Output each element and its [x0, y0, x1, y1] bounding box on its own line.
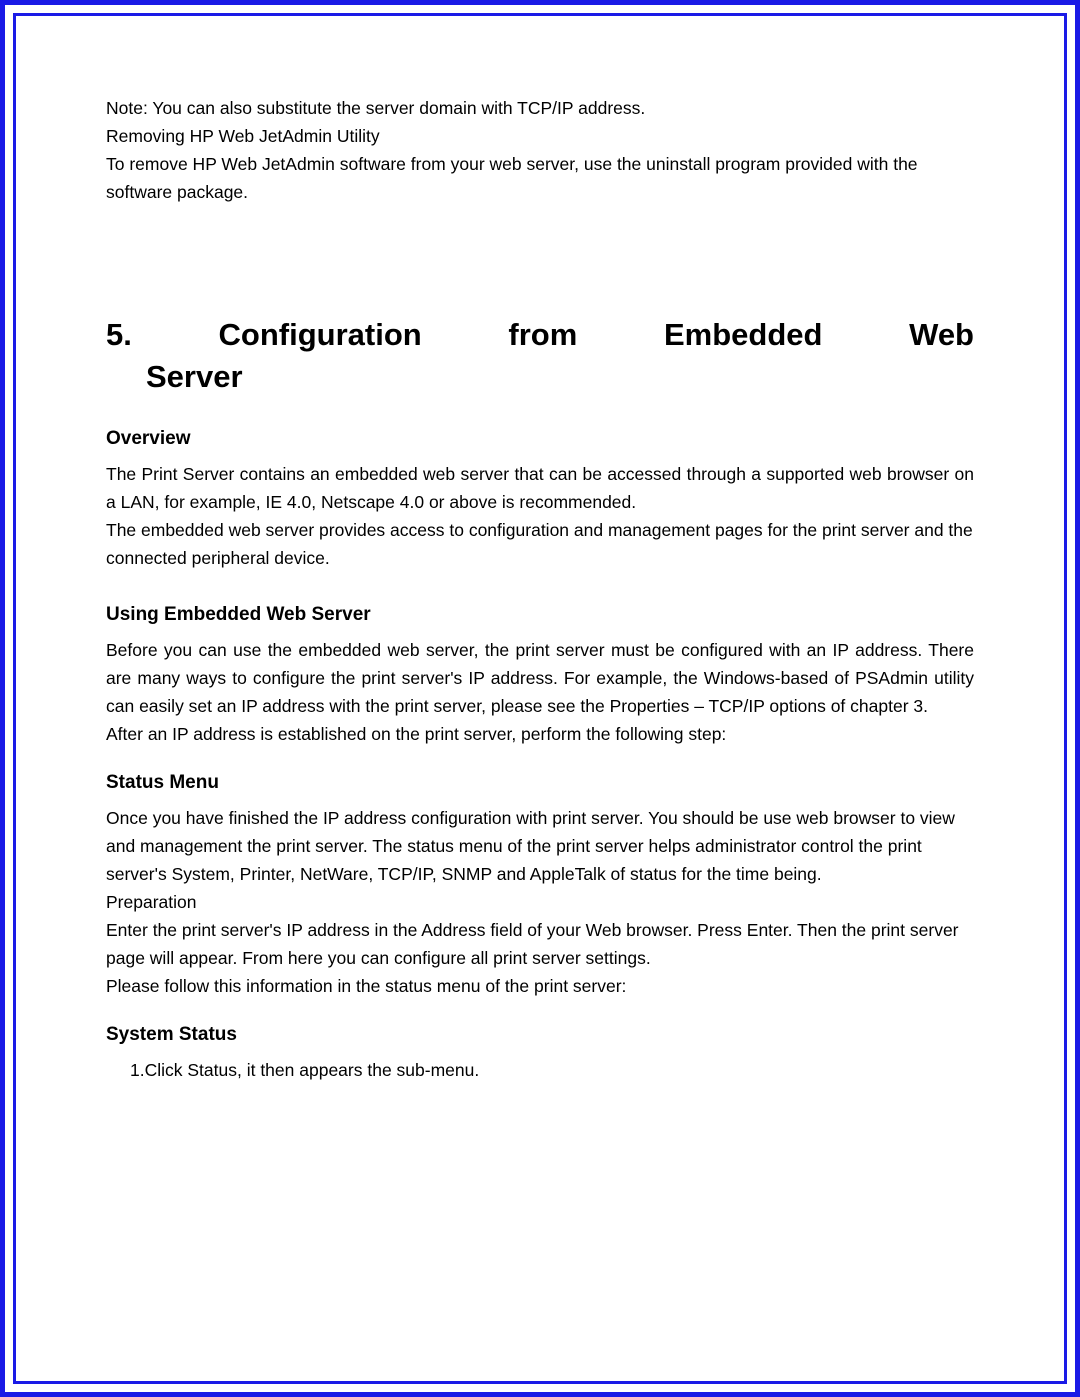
overview-paragraph-2: The embedded web server provides access …: [106, 516, 974, 572]
page-inner-border: Note: You can also substitute the server…: [13, 13, 1067, 1384]
intro-remove-instructions: To remove HP Web JetAdmin software from …: [106, 150, 974, 206]
chapter-title-line-1: 5. Configuration from Embedded Web: [106, 317, 974, 352]
status-menu-preparation: Preparation: [106, 888, 974, 916]
using-heading: Using Embedded Web Server: [106, 604, 974, 626]
status-menu-paragraph-1: Once you have finished the IP address co…: [106, 804, 974, 888]
intro-note-line: Note: You can also substitute the server…: [106, 94, 974, 122]
status-menu-heading: Status Menu: [106, 772, 974, 794]
page-content: Note: You can also substitute the server…: [106, 94, 974, 1084]
overview-paragraph-1: The Print Server contains an embedded we…: [106, 460, 974, 516]
using-paragraph-1: Before you can use the embedded web serv…: [106, 636, 974, 720]
status-menu-paragraph-4: Please follow this information in the st…: [106, 972, 974, 1000]
intro-removing-line: Removing HP Web JetAdmin Utility: [106, 122, 974, 150]
chapter-title: 5. Configuration from Embedded Web Serve…: [106, 314, 974, 398]
using-paragraph-2: After an IP address is established on th…: [106, 720, 974, 748]
page-outer-border: Note: You can also substitute the server…: [0, 0, 1080, 1397]
overview-heading: Overview: [106, 428, 974, 450]
system-status-step-1: 1.Click Status, it then appears the sub-…: [106, 1056, 974, 1084]
system-status-heading: System Status: [106, 1024, 974, 1046]
intro-paragraph: Note: You can also substitute the server…: [106, 94, 974, 206]
chapter-title-line-2: Server: [106, 356, 974, 398]
status-menu-paragraph-3: Enter the print server's IP address in t…: [106, 916, 974, 972]
